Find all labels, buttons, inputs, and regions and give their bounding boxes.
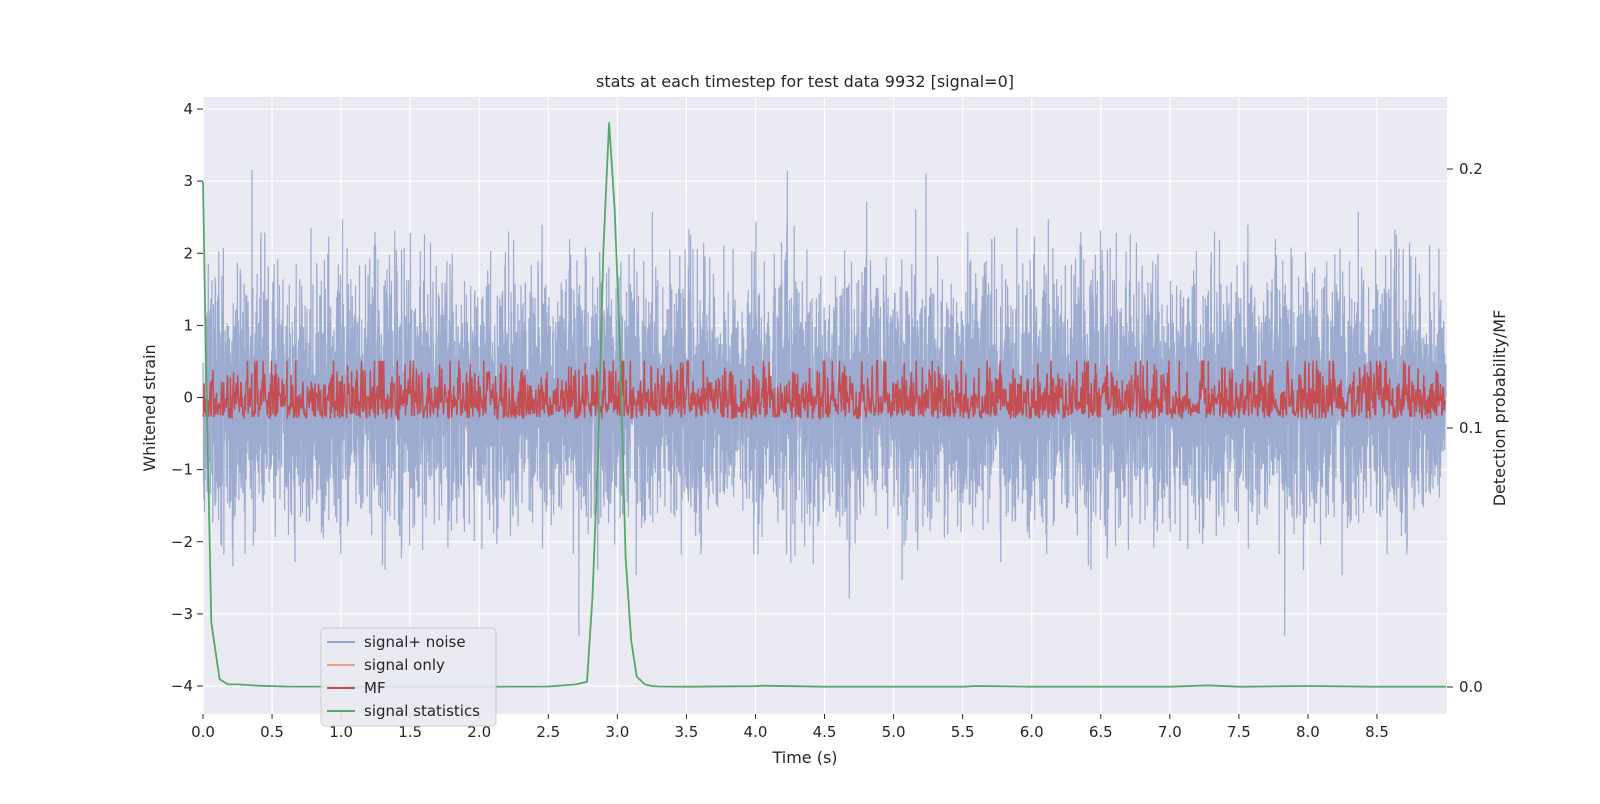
x-tick-label: 6.5 xyxy=(1089,723,1113,741)
x-tick-label: 8.5 xyxy=(1365,723,1389,741)
y-tick-label: 0 xyxy=(183,389,193,407)
legend-label: signal statistics xyxy=(364,702,480,720)
legend-label: signal only xyxy=(364,656,445,674)
legend-box xyxy=(320,627,497,727)
x-tick-label: 0.0 xyxy=(191,723,215,741)
x-tick-label: 1.5 xyxy=(398,723,422,741)
x-tick-label: 3.0 xyxy=(605,723,629,741)
legend-label: signal+ noise xyxy=(364,633,466,651)
y2-axis-label: Detection probability/MF xyxy=(1490,310,1509,507)
x-axis-label: Time (s) xyxy=(771,748,837,767)
series-mf xyxy=(202,359,1447,421)
y2-tick-label: 0.2 xyxy=(1459,160,1483,178)
y2-tick-label: 0.0 xyxy=(1459,678,1483,696)
x-tick-label: 2.5 xyxy=(536,723,560,741)
x-tick-label: 7.0 xyxy=(1158,723,1182,741)
y-tick-label: 3 xyxy=(183,172,193,190)
y-tick-label: −3 xyxy=(171,605,193,623)
x-tick-label: 5.5 xyxy=(951,723,975,741)
chart-title: stats at each timestep for test data 993… xyxy=(596,72,1014,91)
y-tick-label: −1 xyxy=(171,461,193,479)
series-signal-statistics xyxy=(202,122,1447,688)
y-axis-label: Whitened strain xyxy=(140,344,159,471)
x-tick-label: 6.0 xyxy=(1020,723,1044,741)
x-tick-label: 4.0 xyxy=(744,723,768,741)
y-tick-label: −4 xyxy=(171,677,193,695)
x-tick-label: 2.0 xyxy=(467,723,491,741)
x-tick-label: 0.5 xyxy=(260,723,284,741)
y-tick-label: 2 xyxy=(183,244,193,262)
x-tick-label: 8.0 xyxy=(1296,723,1320,741)
x-tick-label: 3.5 xyxy=(674,723,698,741)
legend-label: MF xyxy=(364,679,386,697)
y-tick-label: −2 xyxy=(171,533,193,551)
x-tick-label: 7.5 xyxy=(1227,723,1251,741)
x-tick-label: 5.0 xyxy=(882,723,906,741)
y2-tick-label: 0.1 xyxy=(1459,419,1483,437)
x-tick-label: 4.5 xyxy=(813,723,837,741)
y-tick-label: 1 xyxy=(183,316,193,334)
x-tick-label: 1.0 xyxy=(329,723,353,741)
y-tick-label: 4 xyxy=(183,100,193,118)
